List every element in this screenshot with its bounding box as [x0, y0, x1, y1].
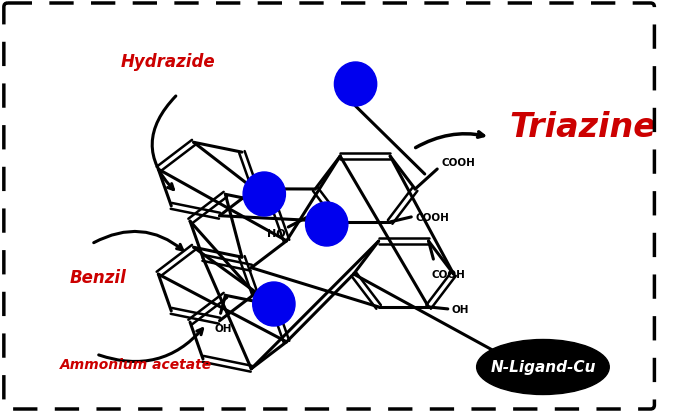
Circle shape: [306, 202, 348, 247]
Text: Benzil: Benzil: [69, 268, 126, 286]
Text: COOH: COOH: [432, 269, 465, 280]
Text: Hydrazide: Hydrazide: [121, 53, 216, 71]
Circle shape: [243, 173, 286, 216]
Circle shape: [253, 282, 295, 326]
Circle shape: [334, 63, 377, 107]
Text: Ammonium acetate: Ammonium acetate: [60, 357, 212, 371]
Text: COOH: COOH: [415, 212, 449, 222]
Text: OH: OH: [451, 304, 469, 314]
Ellipse shape: [477, 339, 609, 394]
Text: OH: OH: [214, 323, 232, 333]
Text: N-Ligand-Cu: N-Ligand-Cu: [490, 360, 596, 375]
Text: COOH: COOH: [441, 158, 475, 168]
Text: Triazine: Triazine: [510, 111, 656, 144]
Text: HO: HO: [266, 228, 286, 238]
